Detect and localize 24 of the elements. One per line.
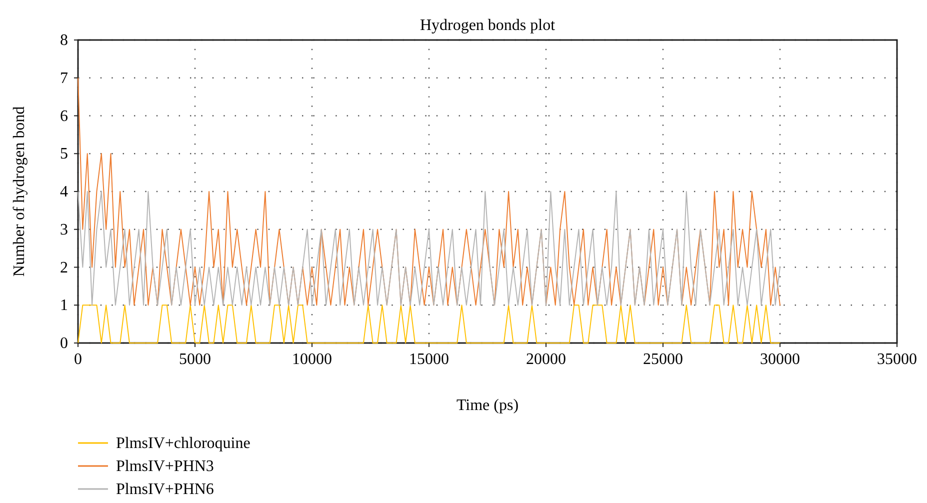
x-tick-label: 10000 <box>292 351 332 368</box>
x-tick-label: 25000 <box>643 351 683 368</box>
y-tick-label: 8 <box>60 32 68 49</box>
x-tick-label: 35000 <box>877 351 917 368</box>
y-tick-label: 4 <box>60 184 68 200</box>
x-tick-label: 15000 <box>409 351 449 368</box>
x-axis-title: Time (ps) <box>456 397 519 414</box>
line-series <box>78 191 780 306</box>
x-tick-label: 5000 <box>179 351 211 368</box>
legend-label: PlmsIV+PHN6 <box>116 481 214 498</box>
x-tick-label: 0 <box>74 351 82 368</box>
y-axis-title: Number of hydrogen bond <box>11 106 28 277</box>
y-tick-label: 2 <box>60 259 68 276</box>
y-tick-label: 6 <box>60 108 68 125</box>
chart-title: Hydrogen bonds plot <box>420 17 556 34</box>
legend-label: PlmsIV+chloroquine <box>116 435 250 452</box>
y-tick-label: 5 <box>60 146 68 163</box>
x-tick-label: 30000 <box>760 351 800 368</box>
y-tick-label: 3 <box>60 221 68 238</box>
legend-label: PlmsIV+PHN3 <box>116 458 214 475</box>
y-tick-label: 0 <box>60 335 68 352</box>
x-tick-label: 20000 <box>526 351 566 368</box>
y-tick-label: 1 <box>60 297 68 314</box>
y-tick-label: 7 <box>60 70 68 87</box>
